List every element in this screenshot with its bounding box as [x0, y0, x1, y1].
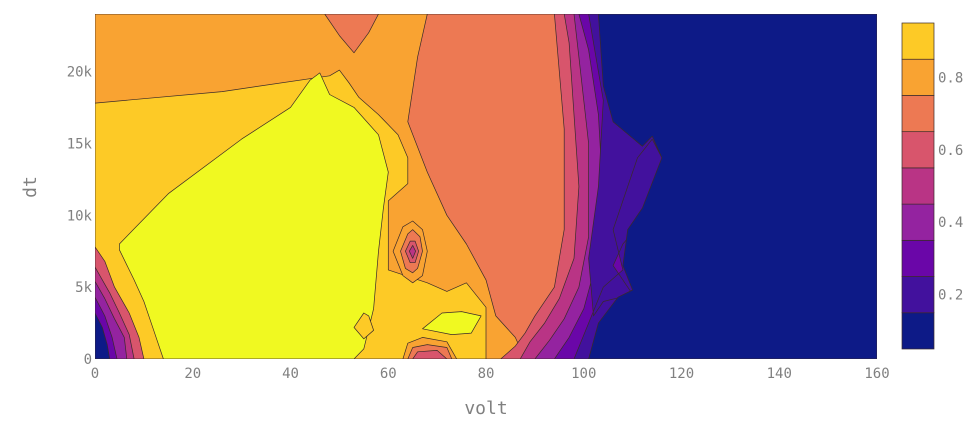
x-axis-label: volt — [464, 398, 507, 419]
contour-region-band-1.0-island — [422, 311, 482, 335]
colorbar-segment — [901, 239, 935, 277]
x-tick-label: 60 — [380, 366, 397, 382]
contour-region-blob-0.9 — [353, 312, 374, 340]
y-tick-label: 20k — [67, 65, 93, 81]
x-tick-label: 80 — [478, 366, 495, 382]
colorbar-segment — [901, 203, 935, 241]
contour-region-blob-0.5 — [408, 245, 416, 259]
colorbar-segment — [901, 167, 935, 205]
y-axis-label: dt — [20, 176, 41, 198]
colorbar-segment — [901, 131, 935, 169]
contour-regions — [95, 14, 877, 359]
colorbar-tick-label: 0.4 — [938, 215, 963, 231]
colorbar-tick-label: 0.2 — [938, 288, 963, 304]
contour-region-left-0.1 — [95, 312, 111, 359]
colorbar-ticks: 0.2 0.4 0.6 0.8 — [938, 70, 963, 303]
contour-region-bottom-0.6 — [412, 350, 448, 359]
x-tick-label: 140 — [767, 366, 792, 382]
colorbar-segment — [901, 312, 935, 350]
contour-region-right-0.1 — [588, 14, 877, 359]
colorbar — [901, 22, 935, 350]
colorbar-segment — [901, 95, 935, 133]
y-axis-ticks: 0 5k 10k 15k 20k — [67, 65, 93, 369]
y-tick-label: 5k — [75, 280, 92, 296]
x-tick-label: 0 — [91, 366, 99, 382]
x-tick-label: 100 — [571, 366, 596, 382]
colorbar-segment — [901, 276, 935, 314]
y-tick-label: 15k — [67, 136, 93, 152]
colorbar-tick-label: 0.6 — [938, 143, 963, 159]
x-axis-ticks: 0 20 40 60 80 100 120 140 160 — [91, 366, 890, 382]
colorbar-segment — [901, 22, 935, 60]
x-tick-label: 160 — [864, 366, 889, 382]
x-tick-label: 40 — [282, 366, 299, 382]
x-tick-label: 120 — [669, 366, 694, 382]
colorbar-segment — [901, 58, 935, 96]
y-tick-label: 0 — [84, 352, 92, 368]
x-tick-label: 20 — [184, 366, 201, 382]
colorbar-tick-label: 0.8 — [938, 70, 963, 86]
contour-region-band-1.0-main — [119, 72, 389, 359]
y-tick-label: 10k — [67, 208, 93, 224]
